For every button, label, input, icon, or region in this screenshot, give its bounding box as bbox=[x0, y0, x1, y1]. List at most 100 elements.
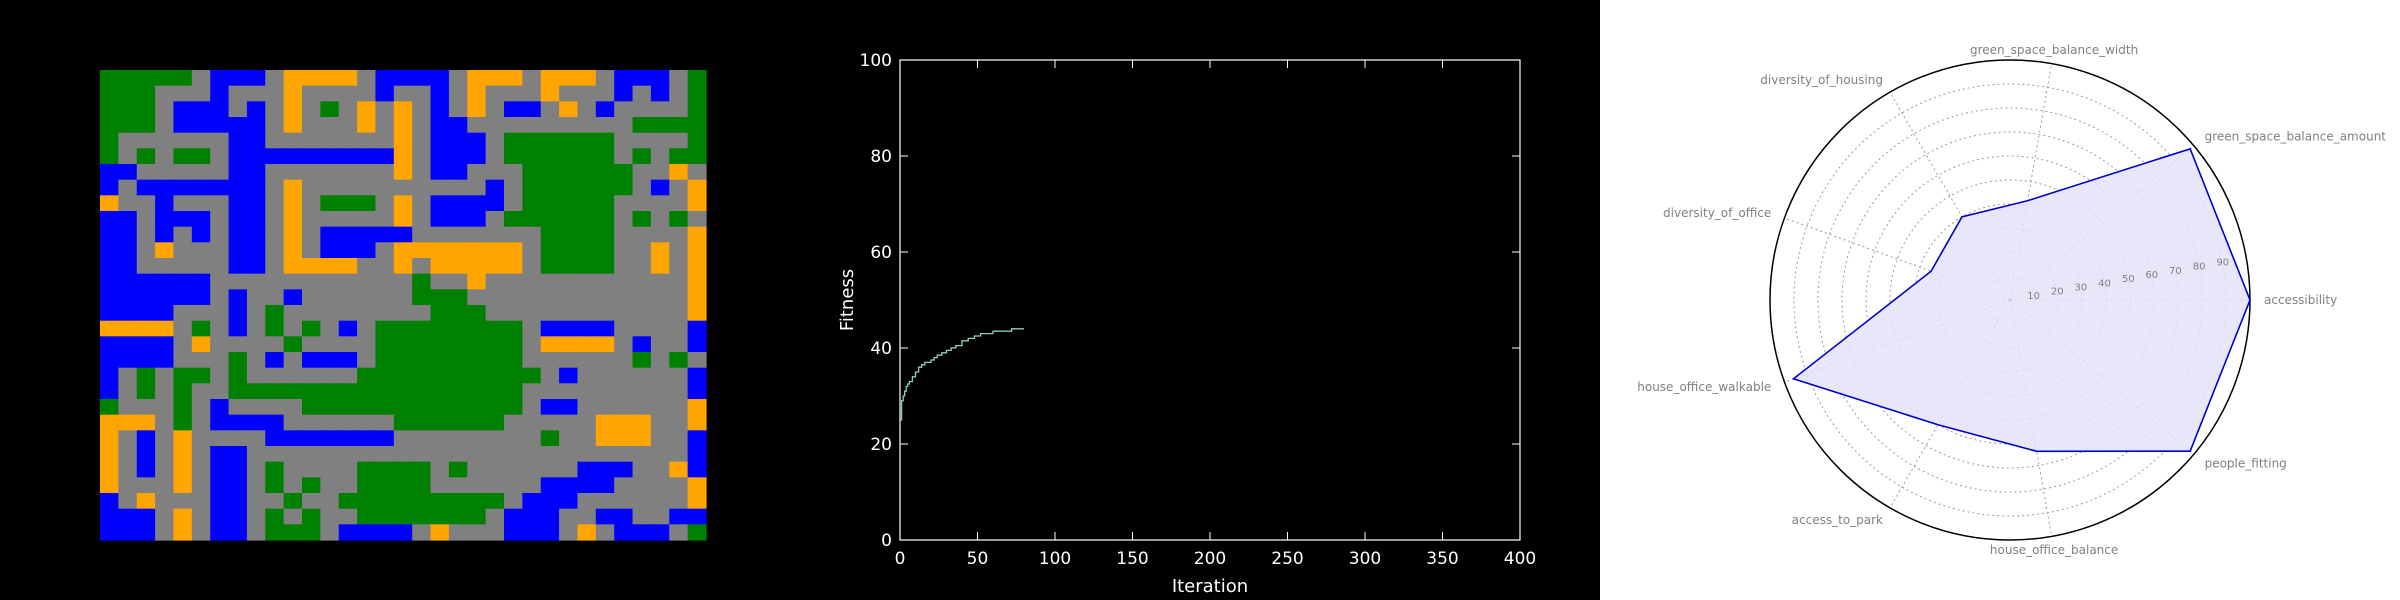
grid-cell-gray bbox=[650, 101, 670, 118]
grid-cell-gray bbox=[375, 179, 395, 196]
grid-cell-blue bbox=[210, 508, 230, 525]
grid-cell-blue bbox=[155, 352, 175, 369]
y-tick-group: 0 20 40 60 80 100 bbox=[860, 51, 1520, 551]
grid-cell-gray bbox=[467, 179, 487, 196]
grid-cell-gray bbox=[577, 430, 597, 447]
grid-cell-green bbox=[412, 477, 432, 494]
grid-cell-gray bbox=[338, 336, 358, 353]
grid-cell-blue bbox=[155, 195, 175, 212]
grid-cell-green bbox=[265, 305, 285, 322]
grid-cell-blue bbox=[228, 461, 248, 478]
x-tick-label: 250 bbox=[1271, 549, 1303, 569]
grid-cell-green bbox=[136, 85, 156, 102]
grid-cell-gray bbox=[559, 430, 579, 447]
grid-cell-blue bbox=[338, 430, 358, 447]
grid-cell-gray bbox=[375, 117, 395, 134]
grid-cell-blue bbox=[246, 132, 266, 149]
grid-cell-gray bbox=[632, 101, 652, 118]
x-tick-label: 200 bbox=[1194, 549, 1226, 569]
grid-cell-orange bbox=[687, 414, 707, 431]
grid-cell-green bbox=[412, 352, 432, 369]
grid-cell-orange bbox=[412, 242, 432, 259]
grid-cell-gray bbox=[155, 414, 175, 431]
grid-cell-gray bbox=[522, 258, 542, 275]
grid-cell-green bbox=[375, 399, 395, 416]
grid-cell-orange bbox=[485, 258, 505, 275]
grid-cell-gray bbox=[430, 477, 450, 494]
grid-cell-blue bbox=[595, 508, 615, 525]
grid-cell-orange bbox=[118, 414, 138, 431]
grid-cell-orange bbox=[687, 493, 707, 510]
grid-cell-orange bbox=[687, 273, 707, 290]
grid-cell-blue bbox=[100, 508, 119, 525]
grid-cell-gray bbox=[614, 195, 634, 212]
grid-cell-gray bbox=[265, 101, 285, 118]
grid-cell-gray bbox=[155, 101, 175, 118]
grid-cell-gray bbox=[228, 430, 248, 447]
grid-cell-blue bbox=[246, 195, 266, 212]
grid-cell-blue bbox=[430, 195, 450, 212]
grid-cell-green bbox=[614, 179, 634, 196]
grid-cell-gray bbox=[338, 367, 358, 384]
grid-cell-green bbox=[118, 101, 138, 118]
grid-cell-gray bbox=[320, 524, 340, 541]
grid-cell-green bbox=[448, 289, 468, 306]
grid-cell-orange bbox=[687, 399, 707, 416]
grid-cell-green bbox=[430, 493, 450, 510]
grid-cell-blue bbox=[118, 258, 138, 275]
grid-cell-gray bbox=[375, 273, 395, 290]
grid-cell-gray bbox=[357, 179, 377, 196]
grid-cell-blue bbox=[100, 258, 119, 275]
grid-cell-green bbox=[375, 383, 395, 400]
grid-cell-gray bbox=[393, 85, 413, 102]
grid-cell-gray bbox=[283, 320, 303, 337]
grid-cell-orange bbox=[118, 320, 138, 337]
grid-cell-gray bbox=[118, 477, 138, 494]
grid-cell-blue bbox=[485, 195, 505, 212]
grid-cell-gray bbox=[375, 446, 395, 463]
grid-cell-blue bbox=[577, 477, 597, 494]
grid-cell-orange bbox=[540, 85, 560, 102]
grid-cell-green bbox=[540, 211, 560, 228]
grid-cell-blue bbox=[357, 226, 377, 243]
grid-cell-green bbox=[522, 367, 542, 384]
grid-cell-gray bbox=[191, 305, 211, 322]
grid-cell-blue bbox=[155, 226, 175, 243]
grid-cell-gray bbox=[485, 148, 505, 165]
grid-cell-green bbox=[595, 242, 615, 259]
grid-cell-gray bbox=[136, 164, 156, 181]
grid-cell-green bbox=[504, 320, 523, 337]
grid-cell-blue bbox=[522, 508, 542, 525]
grid-cell-orange bbox=[136, 493, 156, 510]
grid-cell-blue bbox=[210, 70, 230, 87]
grid-cell-blue bbox=[430, 85, 450, 102]
grid-cell-gray bbox=[430, 430, 450, 447]
grid-cell-blue bbox=[614, 70, 634, 87]
grid-cell-green bbox=[338, 195, 358, 212]
grid-cell-blue bbox=[118, 273, 138, 290]
grid-cell-blue bbox=[155, 211, 175, 228]
grid-cell-gray bbox=[283, 132, 303, 149]
grid-cell-blue bbox=[246, 164, 266, 181]
grid-cell-orange bbox=[357, 101, 377, 118]
grid-cell-gray bbox=[155, 258, 175, 275]
grid-cell-gray bbox=[650, 367, 670, 384]
grid-cell-green bbox=[430, 305, 450, 322]
grid-cell-orange bbox=[393, 211, 413, 228]
fitness-series-line bbox=[900, 328, 1024, 421]
grid-cell-blue bbox=[375, 430, 395, 447]
grid-cell-green bbox=[577, 148, 597, 165]
grid-cell-blue bbox=[375, 524, 395, 541]
radar-axis-label: diversity_of_office bbox=[1663, 206, 1771, 220]
grid-cell-gray bbox=[265, 399, 285, 416]
grid-cell-gray bbox=[173, 320, 193, 337]
grid-cell-gray bbox=[191, 430, 211, 447]
grid-cell-gray bbox=[265, 70, 285, 87]
grid-cell-gray bbox=[173, 493, 193, 510]
grid-cell-gray bbox=[485, 508, 505, 525]
grid-cell-green bbox=[393, 336, 413, 353]
grid-cell-gray bbox=[614, 352, 634, 369]
grid-cell-green bbox=[467, 367, 487, 384]
grid-cell-green bbox=[357, 477, 377, 494]
